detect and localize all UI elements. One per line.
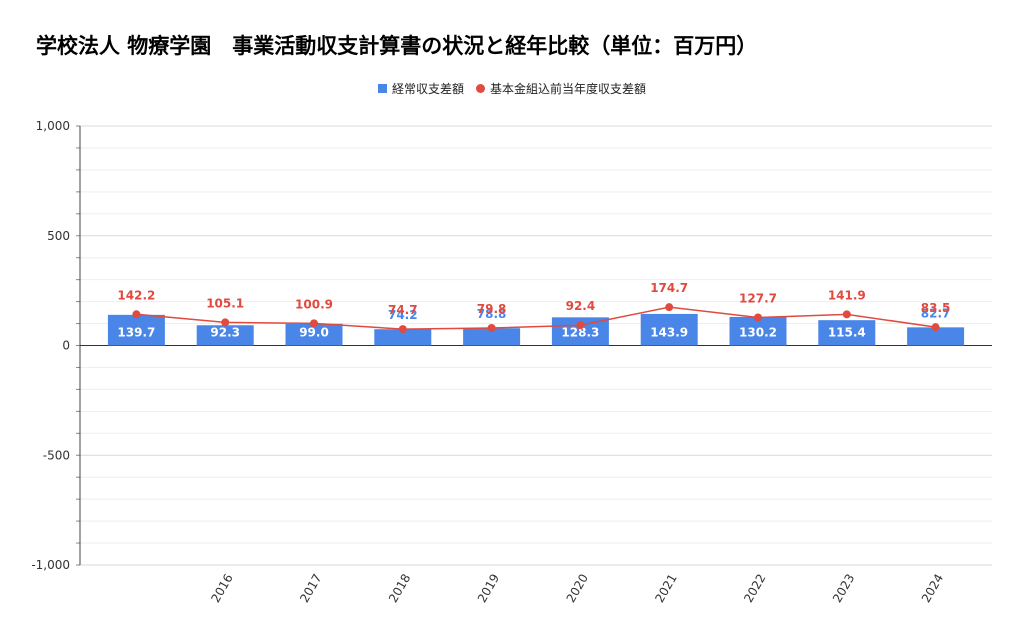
- line-data-label: 79.8: [477, 302, 507, 316]
- line-point: [398, 325, 407, 334]
- line-point: [842, 310, 851, 319]
- line-data-label: 83.5: [921, 301, 951, 315]
- legend-swatch-bar: [377, 84, 387, 93]
- x-tick-label: 2018: [386, 572, 413, 605]
- x-tick-label: 2024: [919, 572, 946, 605]
- line-data-label: 174.7: [650, 281, 688, 295]
- chart-title: 学校法人 物療学園 事業活動収支計算書の状況と経年比較（単位：百万円）: [36, 34, 758, 58]
- bar-data-label: 92.3: [210, 326, 240, 340]
- bar-data-label: 139.7: [117, 326, 155, 340]
- bar: [729, 316, 787, 346]
- x-tick-label: 2019: [475, 572, 502, 605]
- bar-data-label: 128.3: [561, 326, 599, 340]
- legend-label-bar: 経常収支差額: [391, 82, 464, 96]
- line-data-label: 92.4: [566, 299, 596, 313]
- x-tick-label: 2020: [564, 572, 591, 605]
- legend-swatch-line: [476, 84, 485, 93]
- bar: [818, 320, 876, 346]
- line-data-label: 142.2: [117, 288, 155, 302]
- bar-data-label: 74.2: [388, 308, 418, 322]
- bar: [640, 313, 698, 346]
- line-point: [665, 303, 674, 312]
- bar-data-label: 99.0: [299, 326, 329, 340]
- line-point: [931, 323, 940, 332]
- line-data-label: 74.7: [388, 303, 418, 317]
- bar-data-label: 115.4: [828, 326, 866, 340]
- legend-label-line: 基本金組込前当年度収支差額: [490, 82, 647, 96]
- x-tick-label: 2021: [652, 572, 679, 605]
- y-tick-label: 0: [62, 339, 70, 353]
- bar: [374, 329, 432, 346]
- line-point: [132, 310, 141, 319]
- line-point: [487, 323, 496, 332]
- bar: [907, 327, 965, 346]
- x-tick-label: 2017: [297, 572, 324, 605]
- y-tick-label: 1,000: [36, 119, 70, 133]
- legend-item-line[interactable]: 基本金組込前当年度収支差額: [476, 80, 646, 97]
- y-tick-label: -500: [43, 448, 70, 462]
- line-data-label: 100.9: [295, 297, 333, 311]
- line-point: [310, 319, 318, 328]
- line-point: [221, 318, 230, 327]
- y-tick-label: -1,000: [31, 558, 70, 572]
- line-series: [136, 306, 936, 330]
- line-point: [576, 321, 585, 330]
- x-tick-label: 2023: [830, 572, 857, 605]
- line-data-label: 105.1: [206, 296, 244, 310]
- bar-data-label: 82.7: [921, 306, 951, 320]
- line-point: [754, 313, 762, 322]
- legend: 経常収支差額 基本金組込前当年度収支差額: [0, 80, 1024, 97]
- legend-item-bar[interactable]: 経常収支差額: [377, 80, 464, 97]
- bar-data-label: 78.8: [477, 307, 507, 321]
- bar: [196, 325, 254, 346]
- line-data-label: 127.7: [739, 291, 777, 305]
- bar-data-label: 130.2: [739, 326, 777, 340]
- x-tick-label: 2016: [208, 572, 235, 605]
- bar-data-label: 143.9: [650, 326, 688, 340]
- bar: [285, 323, 343, 346]
- x-tick-label: 2022: [741, 572, 768, 605]
- bar: [463, 328, 521, 346]
- y-tick-label: 500: [47, 229, 70, 243]
- bar: [107, 314, 165, 346]
- line-data-label: 141.9: [828, 288, 866, 302]
